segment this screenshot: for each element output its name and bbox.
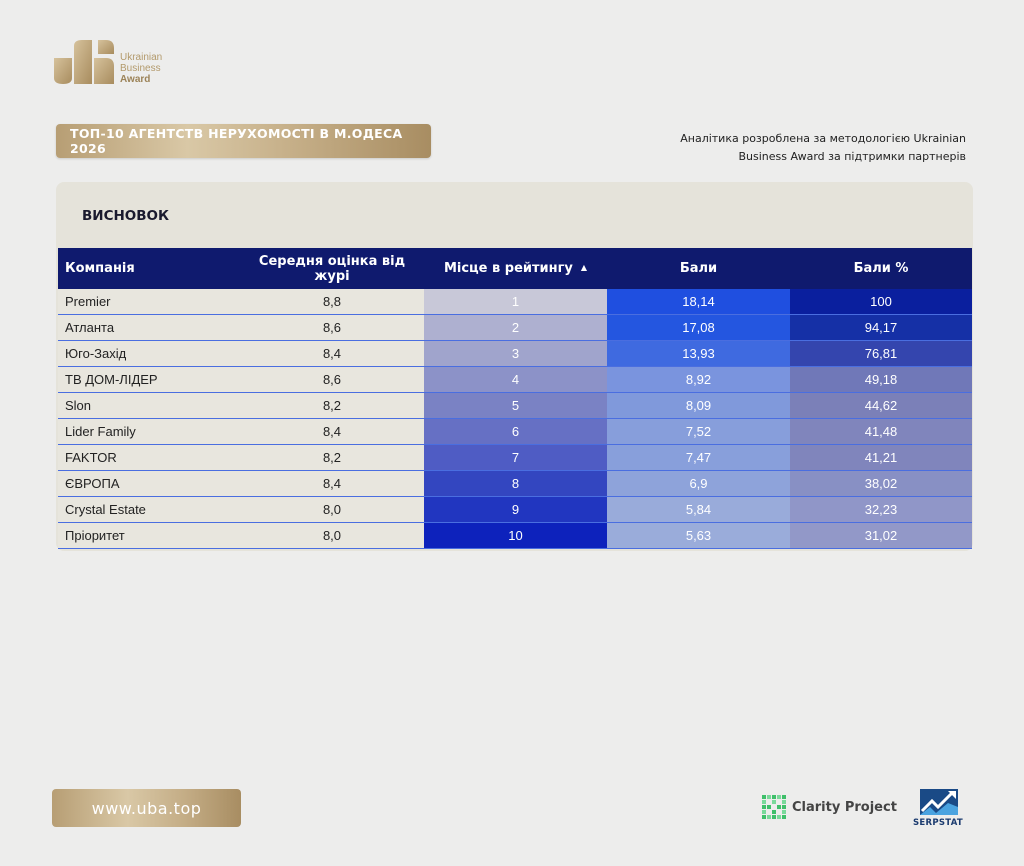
- cell-company: ЄВРОПА: [58, 471, 240, 496]
- card-title: ВИСНОВОК: [82, 208, 170, 224]
- cell-jury-score: 8,8: [240, 289, 424, 314]
- header-place[interactable]: Місце в рейтингу ▲: [424, 248, 607, 289]
- methodology-note: Аналітика розроблена за методологією Ukr…: [680, 132, 966, 163]
- clarity-project-logo: Clarity Project: [762, 795, 897, 819]
- cell-jury-score: 8,4: [240, 471, 424, 496]
- cell-points: 6,9: [607, 471, 790, 496]
- header-company[interactable]: Компанія: [65, 261, 135, 276]
- cell-place: 10: [424, 523, 607, 548]
- clarity-label: Clarity Project: [792, 799, 897, 815]
- cell-percent: 31,02: [790, 523, 972, 548]
- cell-jury-score: 8,4: [240, 341, 424, 366]
- header-percent[interactable]: Бали %: [853, 261, 909, 276]
- logo-line2: Business: [120, 63, 161, 74]
- cell-company: Lider Family: [58, 419, 240, 444]
- cell-percent: 76,81: [790, 341, 972, 366]
- cell-points: 7,47: [607, 445, 790, 470]
- cell-place: 1: [424, 289, 607, 314]
- cell-company: Юго-Захід: [58, 341, 240, 366]
- cell-points: 8,09: [607, 393, 790, 418]
- header-jury-score[interactable]: Середня оцінка від журі: [258, 253, 406, 284]
- cell-percent: 44,62: [790, 393, 972, 418]
- table-header: Компанія Середня оцінка від журі Місце в…: [58, 248, 972, 289]
- cell-jury-score: 8,6: [240, 315, 424, 340]
- table-body: Premier 8,8 1 18,14 100 Атланта 8,6 2 17,08 94,17…: [58, 289, 972, 549]
- table-row[interactable]: Premier 8,8 1 18,14 100: [58, 289, 972, 315]
- cell-percent: 32,23: [790, 497, 972, 522]
- table-row[interactable]: ЄВРОПА 8,4 8 6,9 38,02: [58, 471, 972, 497]
- cell-points: 13,93: [607, 341, 790, 366]
- cell-company: Атланта: [58, 315, 240, 340]
- clarity-grid-icon: [762, 795, 786, 819]
- cell-place: 6: [424, 419, 607, 444]
- cell-percent: 41,21: [790, 445, 972, 470]
- cell-jury-score: 8,2: [240, 445, 424, 470]
- table-row[interactable]: Lider Family 8,4 6 7,52 41,48: [58, 419, 972, 445]
- serpstat-logo: SERPSTAT: [908, 785, 968, 830]
- table-row[interactable]: FAKTOR 8,2 7 7,47 41,21: [58, 445, 972, 471]
- cell-points: 8,92: [607, 367, 790, 392]
- cell-percent: 94,17: [790, 315, 972, 340]
- header-points[interactable]: Бали: [679, 261, 718, 276]
- uba-logo: Ukrainian Business Award: [52, 36, 182, 88]
- cell-place: 5: [424, 393, 607, 418]
- cell-place: 8: [424, 471, 607, 496]
- uba-logo-mark-icon: [54, 40, 114, 84]
- logo-line3: Award: [120, 74, 151, 85]
- cell-company: Slon: [58, 393, 240, 418]
- cell-place: 7: [424, 445, 607, 470]
- cell-points: 17,08: [607, 315, 790, 340]
- cell-company: ТВ ДОМ-ЛІДЕР: [58, 367, 240, 392]
- table-row[interactable]: Crystal Estate 8,0 9 5,84 32,23: [58, 497, 972, 523]
- cell-percent: 41,48: [790, 419, 972, 444]
- cell-place: 4: [424, 367, 607, 392]
- cell-company: FAKTOR: [58, 445, 240, 470]
- page-title: ТОП-10 АГЕНТСТВ НЕРУХОМОСТІ В М.ОДЕСА 20…: [56, 124, 431, 158]
- cell-company: Premier: [58, 289, 240, 314]
- table-row[interactable]: ТВ ДОМ-ЛІДЕР 8,6 4 8,92 49,18: [58, 367, 972, 393]
- logo-line1: Ukrainian: [120, 52, 163, 63]
- header-place-label: Місце в рейтингу: [443, 261, 573, 276]
- cell-points: 5,63: [607, 523, 790, 548]
- cell-percent: 38,02: [790, 471, 972, 496]
- cell-percent: 100: [790, 289, 972, 314]
- cell-jury-score: 8,0: [240, 523, 424, 548]
- cell-points: 18,14: [607, 289, 790, 314]
- cell-jury-score: 8,0: [240, 497, 424, 522]
- serpstat-label: SERPSTAT: [912, 818, 964, 828]
- cell-company: Пріоритет: [58, 523, 240, 548]
- sort-ascending-icon[interactable]: ▲: [580, 263, 588, 272]
- table-row[interactable]: Пріоритет 8,0 10 5,63 31,02: [58, 523, 972, 549]
- cell-place: 2: [424, 315, 607, 340]
- cell-place: 3: [424, 341, 607, 366]
- cell-percent: 49,18: [790, 367, 972, 392]
- cell-points: 7,52: [607, 419, 790, 444]
- logo-text: Ukrainian Business Award: [120, 52, 162, 85]
- table-row[interactable]: Юго-Захід 8,4 3 13,93 76,81: [58, 341, 972, 367]
- ranking-table: Компанія Середня оцінка від журі Місце в…: [58, 248, 972, 549]
- website-link[interactable]: www.uba.top: [52, 789, 241, 827]
- cell-jury-score: 8,4: [240, 419, 424, 444]
- cell-place: 9: [424, 497, 607, 522]
- cell-company: Crystal Estate: [58, 497, 240, 522]
- table-row[interactable]: Slon 8,2 5 8,09 44,62: [58, 393, 972, 419]
- cell-points: 5,84: [607, 497, 790, 522]
- serpstat-chart-icon: [920, 789, 958, 815]
- cell-jury-score: 8,2: [240, 393, 424, 418]
- cell-jury-score: 8,6: [240, 367, 424, 392]
- table-row[interactable]: Атланта 8,6 2 17,08 94,17: [58, 315, 972, 341]
